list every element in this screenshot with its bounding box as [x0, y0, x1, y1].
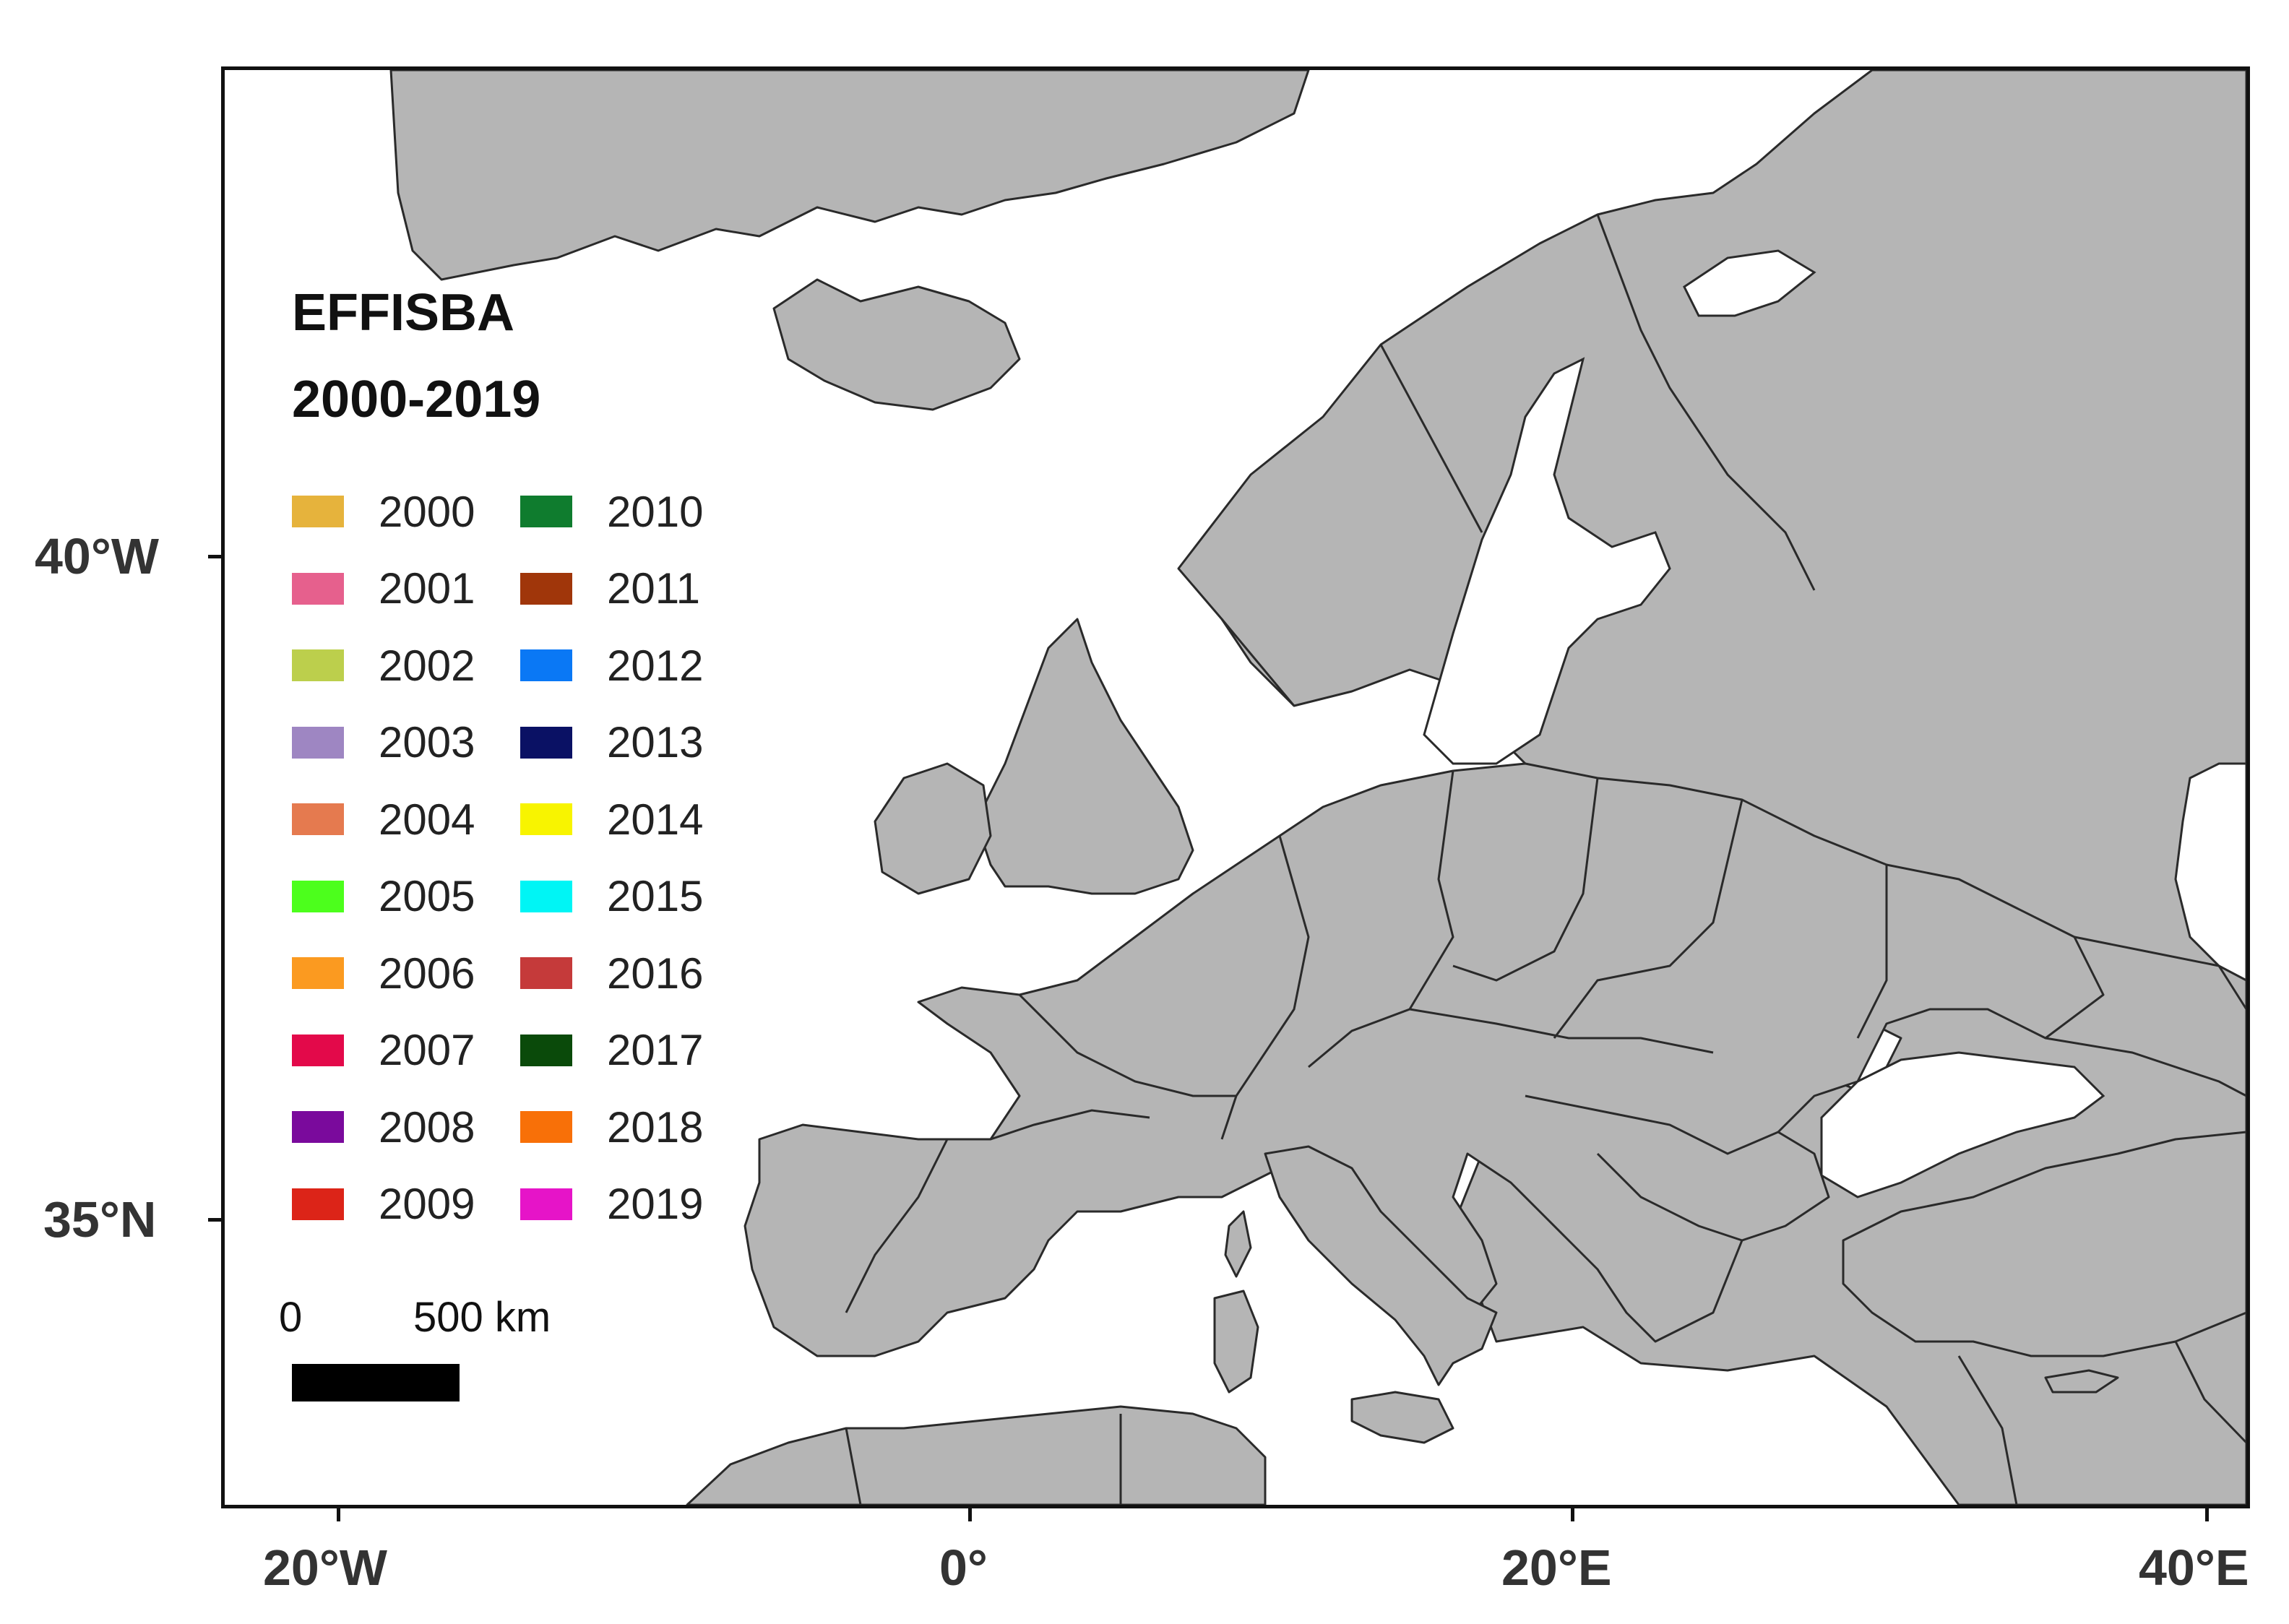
legend-item-2005: 2005 — [292, 872, 475, 920]
legend-title-line1: EFFISBA — [292, 284, 515, 342]
map-area — [221, 66, 2250, 1508]
legend-item-2004: 2004 — [292, 795, 475, 844]
legend-item-2007: 2007 — [292, 1026, 475, 1074]
legend-label: 2004 — [379, 795, 475, 844]
legend-item-2017: 2017 — [520, 1026, 703, 1074]
continental-europe-landmass — [743, 762, 2105, 1357]
legend-swatch — [292, 496, 344, 527]
sicily-landmass — [1350, 1391, 1454, 1444]
x-tick-label-20w: 20°W — [263, 1539, 387, 1596]
legend-swatch — [520, 572, 572, 605]
legend-swatch — [292, 726, 344, 759]
greenland-landmass — [389, 70, 1310, 281]
legend-swatch — [520, 1034, 572, 1066]
legend-swatch — [520, 1188, 572, 1220]
legend-swatch — [292, 1034, 344, 1066]
legend-item-2002: 2002 — [292, 642, 475, 690]
scale-end-label: 500 km — [413, 1294, 551, 1341]
legend-label: 2017 — [607, 1026, 704, 1074]
legend-swatch — [292, 803, 344, 835]
legend-item-2012: 2012 — [520, 642, 703, 690]
legend-label: 2001 — [379, 564, 475, 613]
legend-item-2000: 2000 — [292, 488, 475, 536]
legend-item-2010: 2010 — [520, 488, 703, 536]
italy-landmass — [1264, 1145, 1498, 1386]
anatolia-landmass — [1842, 1131, 2246, 1357]
legend-swatch — [520, 496, 572, 527]
x-tick-40e — [2205, 1507, 2209, 1521]
iceland-landmass — [772, 278, 1021, 411]
legend-swatch — [520, 957, 572, 989]
legend-swatch — [520, 1111, 572, 1143]
legend-label: 2012 — [607, 641, 704, 690]
legend-item-2013: 2013 — [520, 718, 703, 766]
legend-item-2008: 2008 — [292, 1102, 475, 1152]
legend-swatch — [292, 649, 344, 681]
x-tick-0 — [968, 1507, 972, 1521]
legend-label: 2015 — [607, 872, 704, 920]
legend-label: 2007 — [379, 1026, 475, 1074]
legend-item-2011: 2011 — [520, 564, 700, 613]
legend-item-2019: 2019 — [520, 1180, 703, 1228]
legend-label: 2003 — [379, 718, 475, 766]
legend-label: 2014 — [607, 795, 704, 844]
legend-item-2015: 2015 — [520, 872, 703, 920]
legend-swatch — [520, 649, 572, 681]
legend-label: 2008 — [379, 1102, 475, 1152]
legend-swatch — [292, 1111, 344, 1143]
black-sea — [1820, 1051, 2105, 1198]
legend-label: 2013 — [607, 718, 704, 766]
legend-item-2009: 2009 — [292, 1180, 475, 1228]
legend-item-2014: 2014 — [520, 795, 703, 844]
great-britain-landmass — [975, 618, 1194, 895]
legend-label: 2006 — [379, 949, 475, 998]
legend-swatch — [520, 726, 572, 759]
legend-label: 2018 — [607, 1102, 704, 1152]
legend-swatch — [520, 803, 572, 835]
baltic-sea — [1423, 357, 1671, 765]
legend-swatch — [292, 880, 344, 912]
scale-bar — [292, 1364, 460, 1401]
y-tick-label-40w: 40°W — [35, 528, 159, 584]
legend-label: 2005 — [379, 872, 475, 920]
legend-item-2018: 2018 — [520, 1102, 704, 1152]
corsica-landmass — [1224, 1210, 1252, 1278]
legend-label: 2000 — [379, 487, 475, 536]
legend-label: 2002 — [379, 641, 475, 690]
y-tick-40 — [208, 555, 223, 558]
north-africa-landmass — [686, 1405, 1267, 1505]
legend-label: 2009 — [379, 1180, 475, 1228]
x-tick-label-0: 0° — [939, 1539, 988, 1596]
white-sea — [1683, 249, 1816, 317]
x-tick-label-20e: 20°E — [1501, 1539, 1612, 1596]
legend-item-2006: 2006 — [292, 949, 475, 998]
legend-swatch — [292, 1188, 344, 1220]
legend-swatch — [292, 572, 344, 605]
ireland-landmass — [874, 762, 992, 895]
legend-label: 2010 — [607, 487, 704, 536]
y-tick-35n — [208, 1218, 223, 1222]
country-borders — [845, 214, 2246, 1505]
europe-map — [389, 70, 2246, 1505]
x-tick-label-40e: 40°E — [2139, 1539, 2249, 1596]
legend-label: 2016 — [607, 949, 704, 998]
legend-item-2016: 2016 — [520, 949, 704, 998]
legend-swatch — [520, 880, 572, 912]
x-tick-20w — [337, 1507, 340, 1521]
legend-title-line2: 2000-2019 — [292, 371, 541, 428]
legend-label: 2019 — [607, 1180, 704, 1228]
y-tick-label-35n: 35°N — [43, 1191, 157, 1248]
legend-item-2001: 2001 — [292, 564, 475, 613]
sardinia-landmass — [1213, 1290, 1259, 1394]
legend-item-2003: 2003 — [292, 718, 475, 766]
cyprus-landmass — [2044, 1369, 2119, 1394]
scale-start-label: 0 — [279, 1294, 303, 1341]
legend-swatch — [292, 957, 344, 989]
x-tick-20e — [1571, 1507, 1574, 1521]
legend-label: 2011 — [607, 564, 701, 613]
